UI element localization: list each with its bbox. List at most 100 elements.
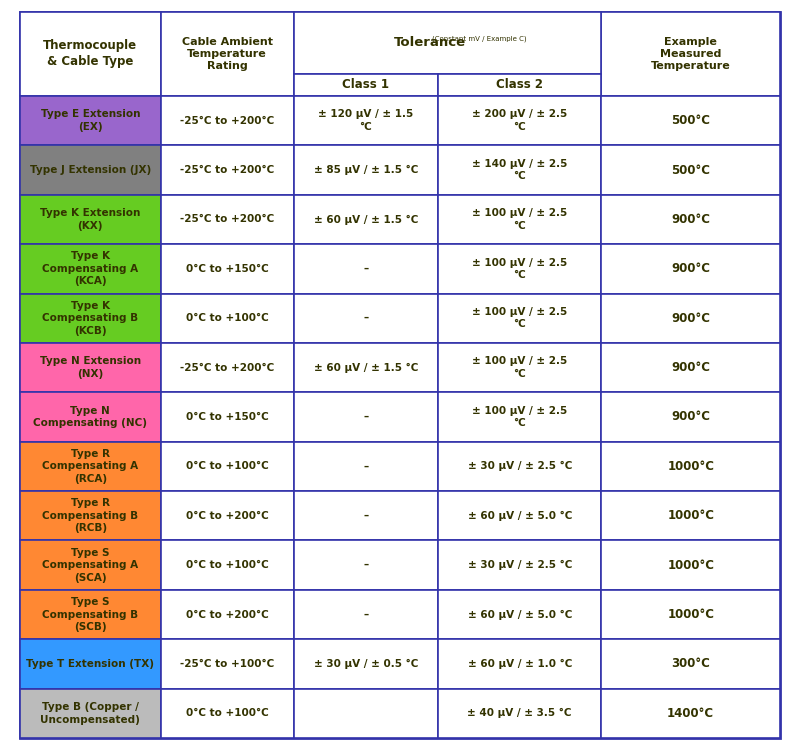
Text: Type E Extension
(EX): Type E Extension (EX)	[41, 110, 140, 132]
Bar	[438, 590, 602, 639]
Bar	[602, 146, 780, 195]
Bar	[602, 541, 780, 590]
Text: –: –	[363, 314, 368, 323]
Text: 0°C to +100°C: 0°C to +100°C	[186, 461, 269, 472]
Text: ± 100 µV / ± 2.5
°C: ± 100 µV / ± 2.5 °C	[472, 209, 567, 231]
Bar	[161, 96, 294, 146]
Text: 1000°C: 1000°C	[667, 608, 714, 621]
Bar	[602, 639, 780, 688]
Bar	[438, 74, 602, 96]
Text: Thermocouple
& Cable Type: Thermocouple & Cable Type	[43, 40, 138, 68]
Text: 0°C to +150°C: 0°C to +150°C	[186, 264, 269, 274]
Text: -25°C to +100°C: -25°C to +100°C	[180, 659, 274, 669]
Bar	[602, 293, 780, 343]
Text: –: –	[363, 610, 368, 620]
Bar	[20, 146, 161, 195]
Text: -25°C to +200°C: -25°C to +200°C	[180, 362, 274, 373]
Bar	[161, 244, 294, 293]
Text: –: –	[363, 264, 368, 274]
Text: Type B (Copper /
Uncompensated): Type B (Copper / Uncompensated)	[40, 702, 140, 724]
Bar	[161, 688, 294, 738]
Text: Type S
Compensating A
(SCA): Type S Compensating A (SCA)	[42, 548, 138, 583]
Text: 0°C to +100°C: 0°C to +100°C	[186, 708, 269, 718]
Text: ± 40 µV / ± 3.5 °C: ± 40 µV / ± 3.5 °C	[467, 708, 572, 718]
Text: 900°C: 900°C	[671, 262, 710, 275]
Text: 1000°C: 1000°C	[667, 559, 714, 572]
Text: 500°C: 500°C	[671, 114, 710, 128]
Text: Type K Extension
(KX): Type K Extension (KX)	[40, 209, 141, 231]
Text: ± 120 µV / ± 1.5
°C: ± 120 µV / ± 1.5 °C	[318, 110, 414, 132]
Bar	[294, 74, 438, 96]
Text: Tolerance: Tolerance	[394, 37, 466, 50]
Bar	[161, 293, 294, 343]
Text: ± 60 µV / ± 1.5 °C: ± 60 µV / ± 1.5 °C	[314, 362, 418, 373]
Bar	[438, 96, 602, 146]
Bar	[294, 343, 438, 392]
Bar	[438, 639, 602, 688]
Text: Type K
Compensating A
(KCA): Type K Compensating A (KCA)	[42, 251, 138, 286]
Bar	[294, 541, 438, 590]
Text: 900°C: 900°C	[671, 312, 710, 325]
Bar	[602, 195, 780, 244]
Bar	[438, 293, 602, 343]
Bar	[20, 12, 161, 96]
Text: 1000°C: 1000°C	[667, 509, 714, 522]
Text: 0°C to +150°C: 0°C to +150°C	[186, 412, 269, 422]
Bar	[294, 195, 438, 244]
Bar	[438, 541, 602, 590]
Text: Type S
Compensating B
(SCB): Type S Compensating B (SCB)	[42, 597, 138, 632]
Text: -25°C to +200°C: -25°C to +200°C	[180, 116, 274, 126]
Bar	[161, 541, 294, 590]
Text: Cable Ambient
Temperature
Rating: Cable Ambient Temperature Rating	[182, 37, 273, 71]
Bar	[294, 244, 438, 293]
Bar	[438, 244, 602, 293]
Bar	[20, 491, 161, 541]
Bar	[294, 442, 438, 491]
Bar	[161, 590, 294, 639]
Bar	[20, 442, 161, 491]
Bar	[438, 343, 602, 392]
Text: –: –	[363, 560, 368, 570]
Bar	[20, 96, 161, 146]
Bar	[161, 392, 294, 442]
Text: Class 1: Class 1	[342, 79, 390, 92]
Bar	[161, 195, 294, 244]
Bar	[294, 688, 438, 738]
Bar	[20, 541, 161, 590]
Text: Type K
Compensating B
(KCB): Type K Compensating B (KCB)	[42, 301, 138, 336]
Text: Type N Extension
(NX): Type N Extension (NX)	[40, 356, 141, 379]
Text: 500°C: 500°C	[671, 164, 710, 176]
Text: 900°C: 900°C	[671, 361, 710, 374]
Bar	[294, 293, 438, 343]
Bar	[602, 96, 780, 146]
Text: –: –	[363, 461, 368, 472]
Text: ± 85 µV / ± 1.5 °C: ± 85 µV / ± 1.5 °C	[314, 165, 418, 175]
Bar	[294, 639, 438, 688]
Text: ± 100 µV / ± 2.5
°C: ± 100 µV / ± 2.5 °C	[472, 258, 567, 280]
Bar	[294, 96, 438, 146]
Text: 900°C: 900°C	[671, 410, 710, 424]
Text: ± 30 µV / ± 0.5 °C: ± 30 µV / ± 0.5 °C	[314, 659, 418, 669]
Bar	[20, 639, 161, 688]
Text: Example
Measured
Temperature: Example Measured Temperature	[651, 37, 730, 71]
Text: -25°C to +200°C: -25°C to +200°C	[180, 165, 274, 175]
Text: 0°C to +200°C: 0°C to +200°C	[186, 610, 269, 620]
Bar	[161, 146, 294, 195]
Text: Type N
Compensating (NC): Type N Compensating (NC)	[34, 406, 147, 428]
Text: 300°C: 300°C	[671, 658, 710, 670]
Bar	[602, 392, 780, 442]
Bar	[438, 195, 602, 244]
Text: (Constant mV / Example C): (Constant mV / Example C)	[432, 36, 527, 42]
Bar	[438, 146, 602, 195]
Text: Type R
Compensating A
(RCA): Type R Compensating A (RCA)	[42, 449, 138, 484]
Text: ± 60 µV / ± 5.0 °C: ± 60 µV / ± 5.0 °C	[467, 511, 572, 520]
Bar	[161, 442, 294, 491]
Bar	[602, 491, 780, 541]
Text: ± 30 µV / ± 2.5 °C: ± 30 µV / ± 2.5 °C	[467, 461, 572, 472]
Text: ± 100 µV / ± 2.5
°C: ± 100 µV / ± 2.5 °C	[472, 307, 567, 329]
Bar	[602, 244, 780, 293]
Bar	[602, 688, 780, 738]
Text: –: –	[363, 412, 368, 422]
Bar	[294, 146, 438, 195]
Bar	[294, 12, 602, 74]
